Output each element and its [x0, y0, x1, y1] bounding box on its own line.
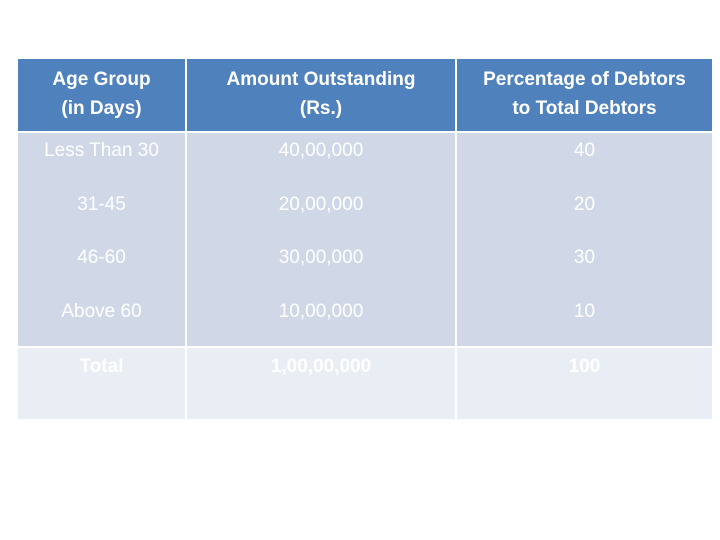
- percentage-cell: 40: [573, 140, 596, 161]
- age-group-column: Less Than 30 31-45 46-60 Above 60: [18, 133, 185, 346]
- percentage-cell: 20: [573, 194, 596, 216]
- debtors-age-table: Age Group (in Days) Amount Outstanding (…: [18, 59, 712, 419]
- percentage-cell: 10: [573, 300, 596, 322]
- header-percentage-line2: to Total Debtors: [512, 98, 657, 119]
- header-amount-line2: (Rs.): [299, 98, 343, 119]
- total-amount: 1,00,00,000: [187, 348, 455, 419]
- amount-cell: 10,00,000: [278, 300, 364, 322]
- percentage-column: 40 20 30 10: [457, 133, 712, 346]
- total-percentage: 100: [457, 348, 712, 419]
- header-age-group: Age Group (in Days): [18, 59, 185, 131]
- total-label: Total: [18, 348, 185, 419]
- age-group-cell: 31-45: [77, 194, 126, 216]
- header-amount-outstanding: Amount Outstanding (Rs.): [187, 59, 455, 131]
- percentage-cell: 30: [573, 247, 596, 269]
- amount-cell: 40,00,000: [278, 140, 364, 161]
- header-percentage: Percentage of Debtors to Total Debtors: [457, 59, 712, 131]
- amount-cell: 30,00,000: [278, 247, 364, 269]
- amount-cell: 20,00,000: [278, 194, 364, 216]
- amount-column: 40,00,000 20,00,000 30,00,000 10,00,000: [187, 133, 455, 346]
- age-group-cell: 46-60: [77, 247, 126, 269]
- header-percentage-line1: Percentage of Debtors: [483, 69, 686, 90]
- age-group-cell: Less Than 30: [44, 140, 159, 161]
- header-amount-line1: Amount Outstanding: [226, 69, 416, 90]
- header-age-group-line2: (in Days): [61, 98, 142, 119]
- header-age-group-line1: Age Group: [52, 69, 151, 90]
- age-group-cell: Above 60: [61, 300, 142, 322]
